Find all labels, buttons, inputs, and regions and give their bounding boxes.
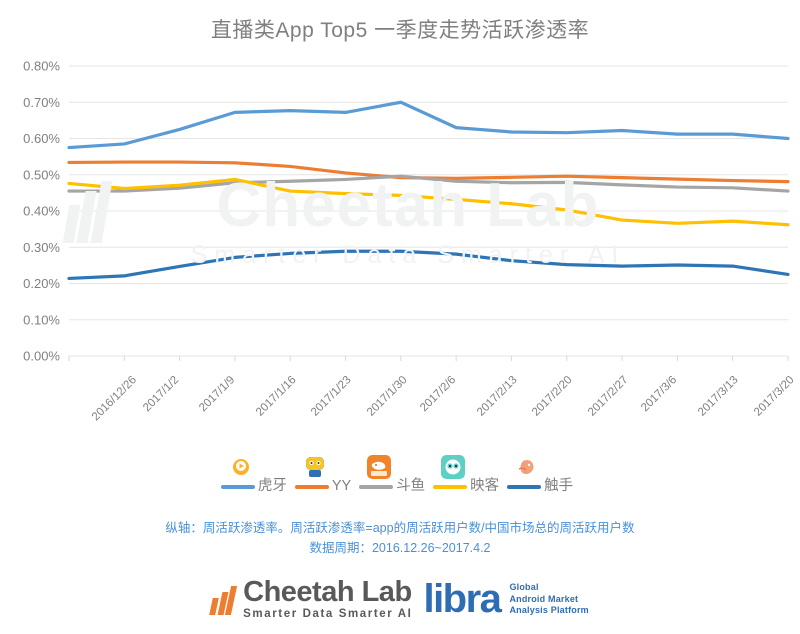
footnote-line-2: 数据周期：2016.12.26~2017.4.2 (309, 541, 491, 555)
libra-subtitle-line-2: Android Market (509, 593, 579, 604)
legend-label: 映客 (470, 477, 500, 494)
y-axis-tick-label: 0.20% (23, 276, 60, 291)
x-axis-label: 2017/2/27 (585, 374, 631, 419)
legend-label: YY (331, 477, 352, 494)
y-axis-tick-label: 0.30% (23, 240, 60, 255)
x-axis-label: 2017/1/9 (196, 374, 237, 415)
y-axis-tick-label: 0.10% (23, 312, 60, 327)
x-axis-label: 2017/1/23 (309, 374, 354, 419)
x-axis-label: 2017/2/6 (417, 374, 459, 415)
chart-legend: 虎牙 YY 斗鱼 映客 触手 (0, 454, 800, 496)
legend-label: 斗鱼 (396, 477, 426, 494)
brand-logo: Cheetah Lab Smarter Data Smarter AI libr… (0, 578, 800, 621)
x-axis-label: 2017/3/6 (639, 374, 680, 415)
legend-item-映客[interactable]: 映客 (433, 454, 505, 496)
brand-tagline: Smarter Data Smarter AI (243, 608, 413, 620)
douyu-app-icon (367, 454, 392, 479)
yy-app-icon (302, 454, 327, 479)
x-axis-label: 2017/1/30 (364, 374, 410, 419)
y-axis-tick-label: 0.40% (23, 204, 60, 219)
x-axis-label: 2017/3/13 (696, 374, 742, 419)
series-line-映客 (67, 177, 790, 227)
legend-swatch (220, 485, 255, 489)
legend-label: 虎牙 (257, 477, 287, 494)
x-axis-labels: 2016/12/26 2017/1/2 2017/1/9 2017/1/16 2017/… (0, 370, 800, 440)
legend-swatch (433, 485, 468, 489)
y-axis-tick-label: 0.60% (23, 131, 60, 146)
chart-plot-area: 0.00% 0.10% 0.20% 0.30% 0.40% 0.50% 0.60% 0.70%… (0, 50, 800, 370)
footnote-line-1: 纵轴：周活跃渗透率。周活跃渗透率=app的周活跃用户数/中国市场总的周活跃用户数 (165, 521, 635, 535)
cheetah-bars-icon (209, 583, 238, 616)
page-title: 直播类App Top5 一季度走势活跃渗透率 (210, 19, 590, 42)
libra-subtitle: Global Android Market Analysis Platform (509, 582, 588, 617)
cheetah-lab-wordmark: Cheetah Lab Smarter Data Smarter AI (243, 578, 412, 621)
y-axis-tick-label: 0.70% (23, 95, 60, 110)
x-axis-label: 2017/1/16 (253, 374, 299, 419)
legend-swatch (359, 485, 394, 489)
x-axis-label: 2017/3/20 (751, 374, 797, 419)
libra-subtitle-line-1: Global (509, 582, 539, 592)
x-axis-label: 2017/1/2 (141, 374, 182, 415)
x-axis-label: 2017/2/20 (530, 374, 576, 419)
legend-swatch (294, 485, 329, 489)
line-chart-svg: 0.00% 0.10% 0.20% 0.30% 0.40% 0.50% 0.60% 0.70%… (23, 59, 790, 364)
legend-item-触手[interactable]: 触手 (507, 454, 579, 496)
libra-wordmark: libra (423, 577, 501, 622)
libra-subtitle-line-3: Analysis Platform (509, 605, 589, 615)
x-axis-label: 2017/2/13 (475, 374, 520, 419)
brand-name: Cheetah Lab (243, 576, 412, 608)
y-axis-tick-label: 0.00% (23, 349, 60, 364)
y-axis-tick-label: 0.50% (23, 167, 60, 182)
series-line-虎牙 (67, 100, 790, 150)
legend-item-虎牙[interactable]: 虎牙 (220, 454, 293, 496)
y-axis-tick-label: 0.80% (23, 59, 60, 74)
legend-item-YY[interactable]: YY (294, 454, 357, 496)
series-line-触手 (67, 249, 790, 281)
inke-app-icon (441, 454, 466, 479)
legend-item-斗鱼[interactable]: 斗鱼 (359, 454, 431, 496)
x-axis-label: 2016/12/26 (89, 374, 140, 424)
footnote: 纵轴：周活跃渗透率。周活跃渗透率=app的周活跃用户数/中国市场总的周活跃用户数… (0, 518, 800, 558)
legend-swatch (507, 485, 542, 489)
chushou-app-icon (515, 454, 540, 479)
series-line-斗鱼 (67, 174, 790, 193)
legend-label: 触手 (544, 477, 574, 494)
huya-app-icon (228, 454, 253, 479)
